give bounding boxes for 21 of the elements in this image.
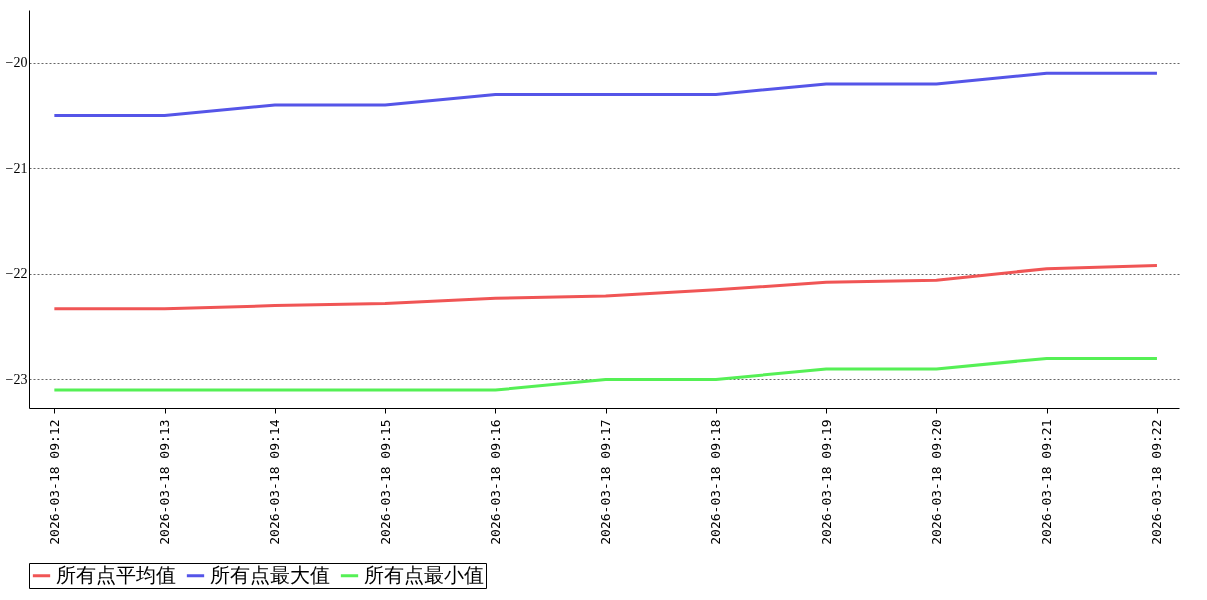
x-tick-label: 2026-03-18 09:16 <box>487 419 503 545</box>
x-tick-label: 2026-03-18 09:12 <box>46 419 62 545</box>
legend-label: 所有点最大值 <box>210 563 330 586</box>
x-tick-label: 2026-03-18 09:19 <box>818 419 834 545</box>
line-series <box>52 71 1159 118</box>
y-tick-label: −21 <box>5 160 28 176</box>
y-tick-label: −23 <box>5 372 28 387</box>
line-series <box>52 263 1159 311</box>
x-tick-label: 2026-03-18 09:14 <box>267 419 283 545</box>
x-tick-label: 2026-03-18 09:13 <box>157 419 173 545</box>
x-tick-label: 2026-03-18 09:18 <box>708 419 724 545</box>
legend-label: 所有点最小值 <box>364 563 484 586</box>
legend-label: 所有点平均值 <box>56 563 176 586</box>
x-tick-label: 2026-03-18 09:21 <box>1039 419 1055 545</box>
x-tick-label: 2026-03-18 09:20 <box>928 419 944 545</box>
y-tick-label: −20 <box>5 55 28 71</box>
x-tick-label: 2026-03-18 09:22 <box>1149 419 1165 545</box>
y-tick-label: −22 <box>5 266 28 282</box>
line-series <box>52 356 1159 392</box>
x-tick-label: 2026-03-18 09:17 <box>598 419 614 545</box>
x-tick-label: 2026-03-18 09:15 <box>377 419 393 545</box>
